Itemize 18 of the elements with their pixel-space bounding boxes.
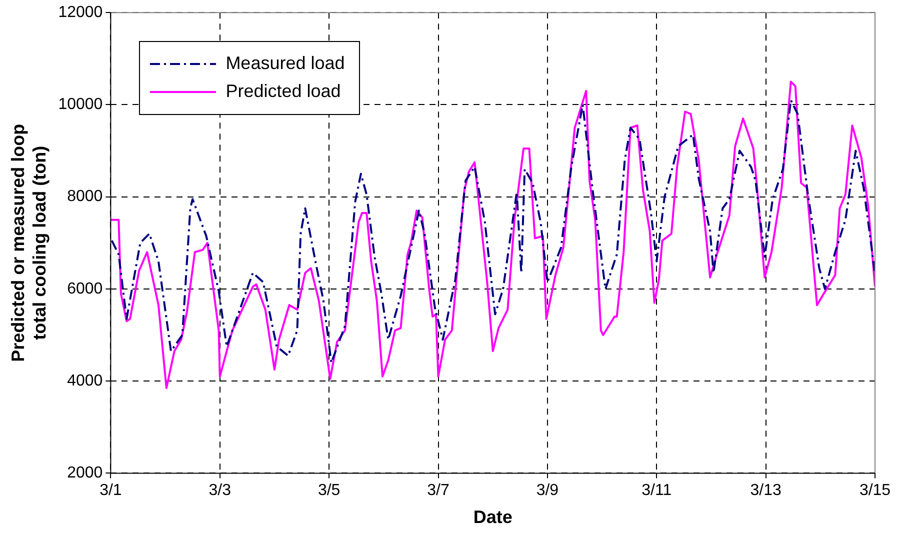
x-tick-label: 3/7 (427, 482, 450, 500)
legend-label: Predicted load (226, 81, 341, 102)
legend-label: Measured load (226, 53, 345, 74)
x-tick-label: 3/5 (318, 482, 340, 500)
x-tick-label: 3/11 (642, 482, 672, 500)
x-tick-label: 3/1 (100, 482, 122, 500)
y-tick-label: 6000 (67, 280, 103, 298)
x-axis-title: Date (473, 507, 512, 528)
y-tick-label: 12000 (58, 4, 103, 22)
x-tick-label: 3/3 (208, 482, 232, 500)
x-tick-label: 3/15 (859, 482, 891, 500)
y-tick-label: 8000 (67, 188, 103, 206)
x-tick-label: 3/9 (536, 482, 559, 500)
x-tick-label: 3/13 (750, 482, 782, 500)
y-tick-label: 2000 (67, 464, 103, 482)
y-tick-label: 10000 (58, 96, 103, 114)
y-tick-label: 4000 (67, 372, 103, 390)
y-axis-title: Predicted or measured loop total cooling load (ton) (8, 124, 50, 362)
